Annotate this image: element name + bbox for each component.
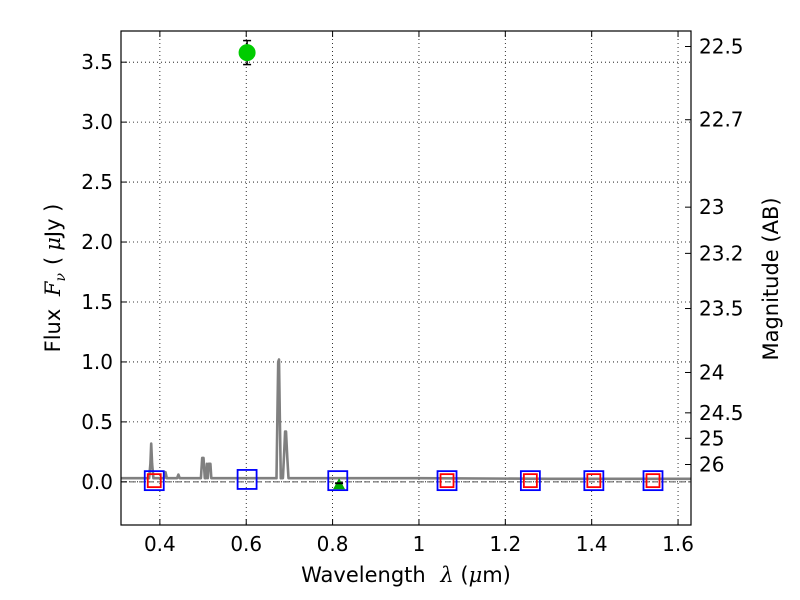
model-photometry-square — [236, 469, 258, 490]
y-tick-label: 2.5 — [81, 170, 113, 194]
y2-tick-label: 24.5 — [699, 401, 744, 425]
x-tick-label: 1 — [413, 532, 426, 556]
x-tick-label: 1.6 — [662, 532, 694, 556]
detection-point — [238, 44, 256, 62]
y2-tick-label: 23.2 — [699, 241, 744, 265]
x-tick-label: 0.6 — [230, 532, 262, 556]
model-photometry-square — [143, 470, 165, 492]
grid-lines — [121, 31, 691, 525]
plot-frame — [120, 30, 692, 526]
spectrum-line — [121, 358, 691, 481]
upper-limit-square — [645, 473, 661, 489]
y-axis-label: Flux Fν(μJy ) — [41, 204, 69, 353]
x-tick-label: 1.2 — [489, 532, 521, 556]
x-tick-label: 1.4 — [576, 532, 608, 556]
spectrum-layer — [121, 358, 691, 481]
y2-tick-label: 22.5 — [699, 34, 744, 58]
y-tick-label: 0.0 — [81, 470, 113, 494]
y-tick-label: 3.5 — [81, 50, 113, 74]
x-axis-label: Wavelength λ (μm) — [301, 563, 511, 587]
model-photometry-square — [327, 470, 349, 492]
y-tick-label: 3.0 — [81, 110, 113, 134]
y-tick-label: 1.5 — [81, 290, 113, 314]
upper-limit-square — [146, 473, 162, 489]
y2-tick-label: 22.7 — [699, 108, 744, 132]
y2-tick-label: 26 — [699, 453, 724, 477]
y-tick-label: 2.0 — [81, 230, 113, 254]
model-photometry-square — [436, 470, 458, 492]
upper-limit-square — [586, 473, 602, 489]
model-photometry-square — [583, 470, 605, 492]
y2-axis-label: Magnitude (AB) — [759, 197, 783, 360]
y2-tick-label: 25 — [699, 426, 724, 450]
y2-tick-label: 23.5 — [699, 297, 744, 321]
upper-limit-square — [522, 473, 538, 489]
model-photometry-square — [519, 470, 541, 492]
x-tick-label: 0.4 — [144, 532, 176, 556]
y2-tick-label: 23 — [699, 195, 724, 219]
upper-limit-square — [439, 473, 455, 489]
markers-layer — [143, 39, 664, 492]
axis-ticks: 0.4 0.6 0.8 1 1.2 1.4 1.6 0.0 0.5 1.0 1.5 2.0 2.5 3.0… — [81, 31, 744, 556]
y-tick-label: 1.0 — [81, 350, 113, 374]
model-photometry-square — [642, 470, 664, 492]
y-tick-label: 0.5 — [81, 410, 113, 434]
x-tick-label: 0.8 — [317, 532, 349, 556]
y2-tick-label: 24 — [699, 360, 724, 384]
